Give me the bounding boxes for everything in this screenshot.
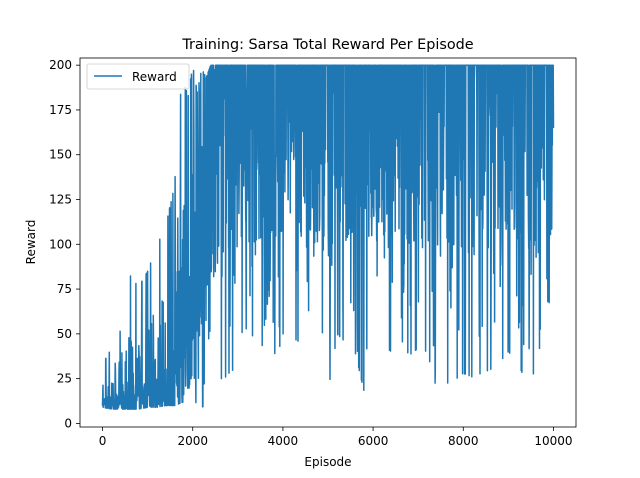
ticks: 0 2000 4000 6000 8000 10000 0 25 50 75 100 125 150 17… — [49, 58, 572, 448]
x-axis-label: Episode — [304, 455, 351, 469]
y-tick-label: 175 — [49, 103, 72, 117]
y-tick-label: 75 — [57, 282, 72, 296]
x-tick-label: 0 — [99, 434, 107, 448]
x-tick-label: 2000 — [177, 434, 208, 448]
plot-area — [101, 64, 555, 410]
y-axis-label: Reward — [24, 220, 38, 265]
y-tick-label: 150 — [49, 148, 72, 162]
legend: Reward — [86, 63, 190, 90]
y-tick-label: 125 — [49, 193, 72, 207]
axes-frame — [79, 57, 577, 428]
x-tick-label: 8000 — [448, 434, 479, 448]
chart-title: Training: Sarsa Total Reward Per Episode — [181, 37, 473, 53]
y-tick-label: 100 — [49, 237, 72, 251]
x-tick-label: 4000 — [268, 434, 299, 448]
y-tick-label: 50 — [57, 327, 72, 341]
y-tick-label: 0 — [64, 416, 72, 430]
x-tick-label: 10000 — [534, 434, 572, 448]
y-tick-label: 25 — [57, 372, 72, 386]
x-tick-label: 6000 — [358, 434, 389, 448]
legend-box — [86, 63, 190, 90]
legend-label: Reward — [132, 70, 177, 84]
series-line-reward — [101, 64, 555, 410]
y-tick-label: 200 — [49, 58, 72, 72]
